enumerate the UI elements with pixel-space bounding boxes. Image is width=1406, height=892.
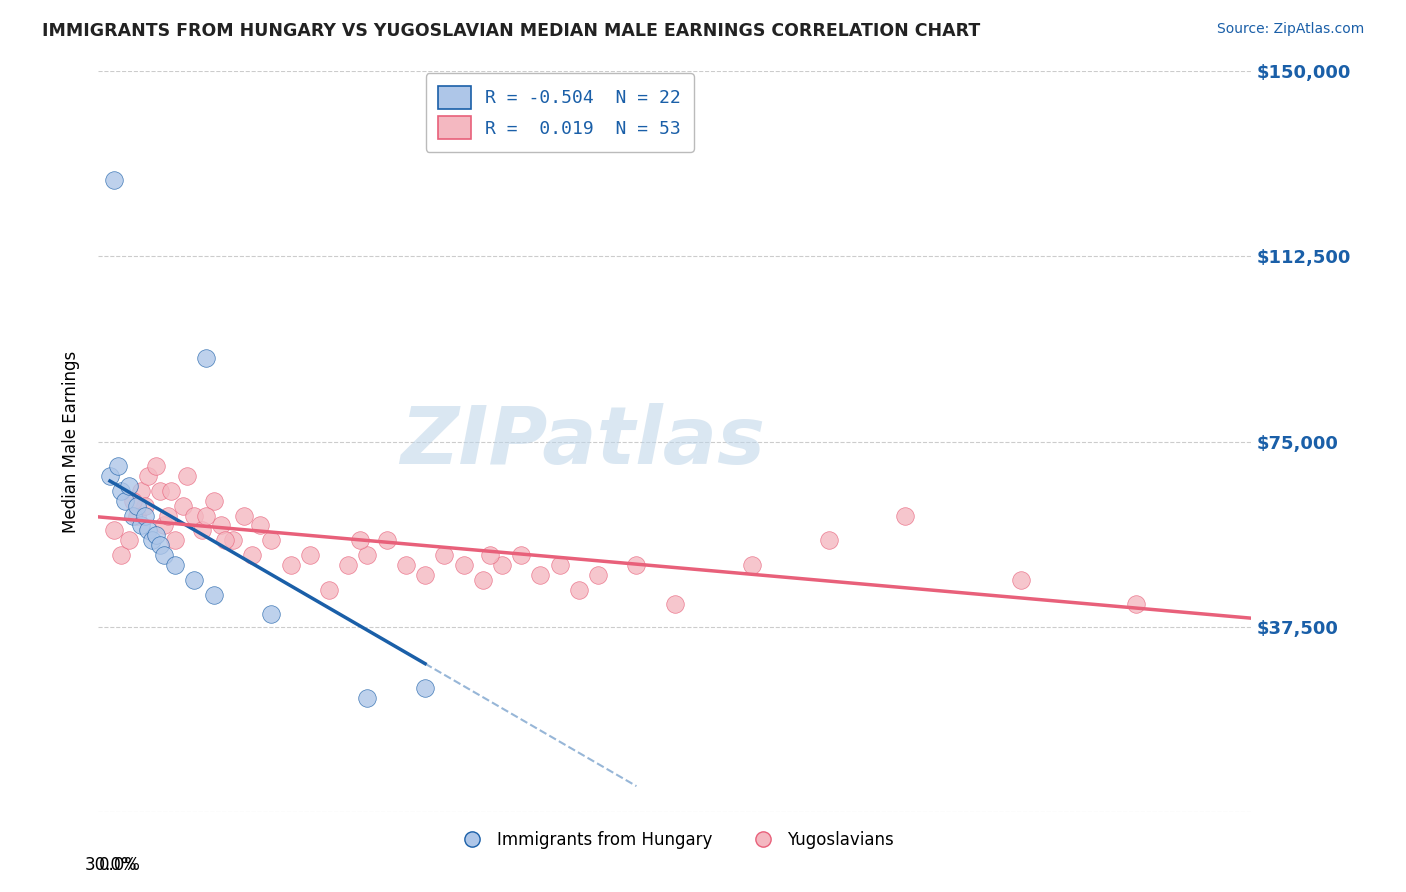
Point xyxy=(664,598,686,612)
Point xyxy=(145,528,167,542)
Point xyxy=(260,607,283,622)
Point xyxy=(118,479,141,493)
Point xyxy=(894,508,917,523)
Point xyxy=(152,548,174,562)
Point xyxy=(152,518,174,533)
Point xyxy=(280,558,302,572)
Point xyxy=(240,548,263,562)
Point xyxy=(413,681,436,696)
Point xyxy=(110,483,132,498)
Point xyxy=(249,518,271,533)
Point xyxy=(548,558,571,572)
Point xyxy=(349,533,371,548)
Point xyxy=(183,508,205,523)
Point xyxy=(114,493,136,508)
Text: 0.0%: 0.0% xyxy=(98,856,141,874)
Text: IMMIGRANTS FROM HUNGARY VS YUGOSLAVIAN MEDIAN MALE EARNINGS CORRELATION CHART: IMMIGRANTS FROM HUNGARY VS YUGOSLAVIAN M… xyxy=(42,22,980,40)
Point xyxy=(160,483,183,498)
Point xyxy=(356,691,378,706)
Point xyxy=(491,558,513,572)
Point xyxy=(298,548,321,562)
Point xyxy=(214,533,236,548)
Point xyxy=(183,573,205,587)
Point xyxy=(318,582,340,597)
Point xyxy=(149,538,172,552)
Legend: Immigrants from Hungary, Yugoslavians: Immigrants from Hungary, Yugoslavians xyxy=(449,824,901,855)
Point xyxy=(337,558,360,572)
Point xyxy=(110,548,132,562)
Point xyxy=(138,469,160,483)
Point xyxy=(125,499,148,513)
Point xyxy=(202,493,225,508)
Point xyxy=(529,567,551,582)
Point xyxy=(107,459,129,474)
Point xyxy=(134,508,156,523)
Text: ZIPatlas: ZIPatlas xyxy=(401,402,765,481)
Point xyxy=(395,558,418,572)
Point xyxy=(202,588,225,602)
Point xyxy=(195,508,218,523)
Point xyxy=(626,558,648,572)
Point xyxy=(260,533,283,548)
Point xyxy=(103,173,125,187)
Point xyxy=(138,524,160,538)
Point xyxy=(471,573,494,587)
Point xyxy=(375,533,398,548)
Point xyxy=(134,499,156,513)
Point xyxy=(356,548,378,562)
Point xyxy=(176,469,198,483)
Point xyxy=(479,548,502,562)
Y-axis label: Median Male Earnings: Median Male Earnings xyxy=(62,351,80,533)
Point xyxy=(817,533,839,548)
Text: Source: ZipAtlas.com: Source: ZipAtlas.com xyxy=(1216,22,1364,37)
Point xyxy=(118,533,141,548)
Point xyxy=(209,518,232,533)
Point xyxy=(129,518,152,533)
Point xyxy=(433,548,456,562)
Point xyxy=(233,508,256,523)
Point xyxy=(149,483,172,498)
Point xyxy=(145,459,167,474)
Point xyxy=(1010,573,1032,587)
Point xyxy=(195,351,218,365)
Point xyxy=(191,524,214,538)
Point xyxy=(165,533,187,548)
Point xyxy=(568,582,591,597)
Point xyxy=(156,508,179,523)
Point xyxy=(122,508,145,523)
Point xyxy=(453,558,475,572)
Point xyxy=(98,469,121,483)
Point xyxy=(586,567,609,582)
Point xyxy=(741,558,763,572)
Point xyxy=(222,533,245,548)
Point xyxy=(141,533,163,548)
Point xyxy=(413,567,436,582)
Point xyxy=(103,524,125,538)
Point xyxy=(129,483,152,498)
Point xyxy=(1125,598,1147,612)
Point xyxy=(122,493,145,508)
Text: 30.0%: 30.0% xyxy=(84,856,136,874)
Point xyxy=(510,548,533,562)
Point xyxy=(172,499,194,513)
Point xyxy=(125,508,148,523)
Point xyxy=(165,558,187,572)
